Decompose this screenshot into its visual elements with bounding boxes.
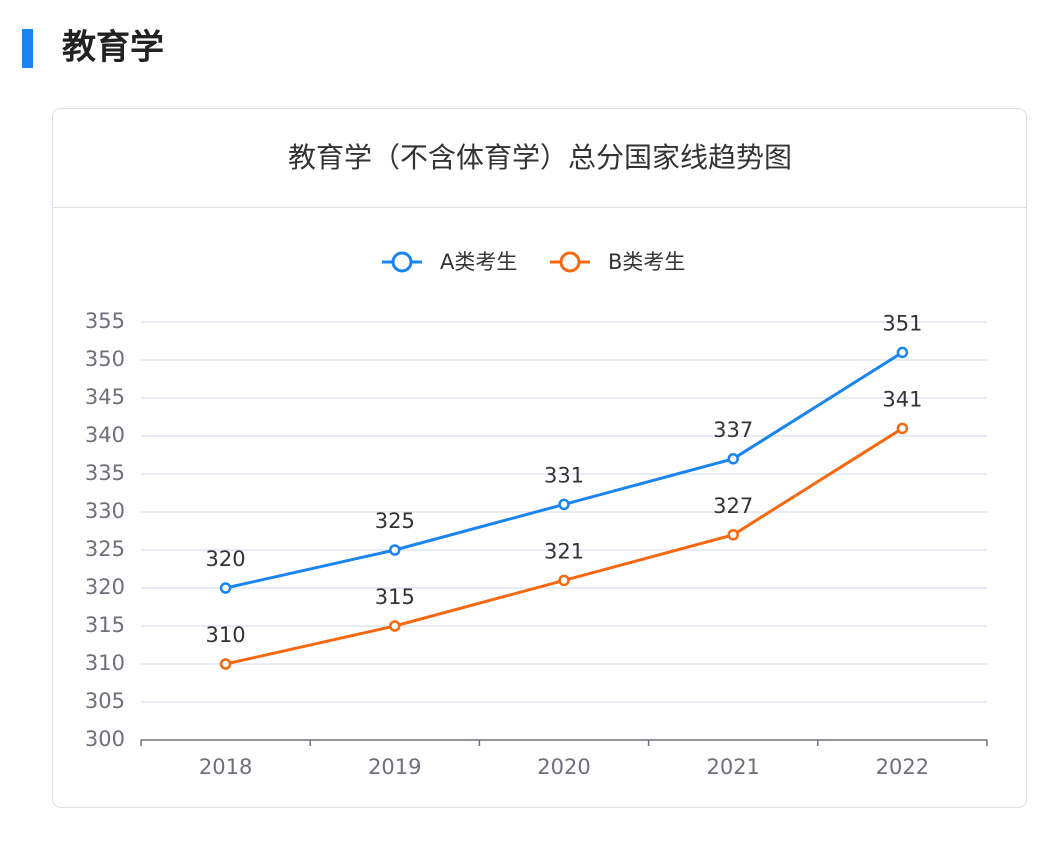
y-tick-label: 300 (85, 727, 125, 751)
x-tick-label: 2018 (199, 755, 252, 779)
legend-label: B类考生 (608, 250, 685, 274)
header-accent (22, 29, 33, 68)
y-tick-label: 320 (85, 575, 125, 599)
data-point (219, 582, 232, 594)
data-label: 331 (544, 463, 584, 487)
data-point (896, 422, 909, 435)
data-label: 337 (713, 418, 753, 442)
chart-card (52, 108, 1027, 808)
legend-marker (559, 251, 581, 273)
data-point (389, 544, 401, 556)
y-tick-label: 340 (85, 423, 125, 447)
y-tick-label: 345 (85, 385, 125, 409)
x-tick-label: 2022 (876, 755, 929, 779)
x-tick-label: 2019 (368, 755, 421, 779)
y-tick-label: 310 (85, 651, 125, 675)
y-tick-label: 305 (85, 689, 125, 713)
data-label: 325 (375, 509, 415, 533)
y-tick-label: 355 (85, 309, 125, 333)
y-tick-label: 315 (85, 613, 125, 637)
x-tick-label: 2020 (537, 755, 590, 779)
data-label: 320 (206, 547, 246, 571)
chart-title: 教育学（不含体育学）总分国家线趋势图 (288, 141, 792, 174)
data-label: 327 (713, 494, 753, 518)
data-point (558, 498, 570, 511)
data-point (219, 658, 232, 670)
y-tick-label: 330 (85, 499, 125, 523)
header-title: 教育学 (62, 28, 164, 68)
data-point (558, 574, 570, 587)
legend-marker (391, 251, 413, 273)
legend-label: A类考生 (440, 250, 517, 274)
data-label: 315 (375, 585, 415, 609)
data-label: 341 (882, 387, 922, 411)
data-label: 310 (206, 623, 246, 647)
y-tick-label: 350 (85, 347, 125, 371)
data-point (727, 529, 739, 541)
data-point (896, 346, 909, 359)
data-point (389, 620, 401, 632)
y-tick-label: 325 (85, 537, 125, 561)
y-tick-label: 335 (85, 461, 125, 485)
data-label: 351 (882, 311, 922, 335)
data-label: 321 (544, 539, 584, 563)
data-point (727, 453, 739, 465)
x-tick-label: 2021 (706, 755, 759, 779)
